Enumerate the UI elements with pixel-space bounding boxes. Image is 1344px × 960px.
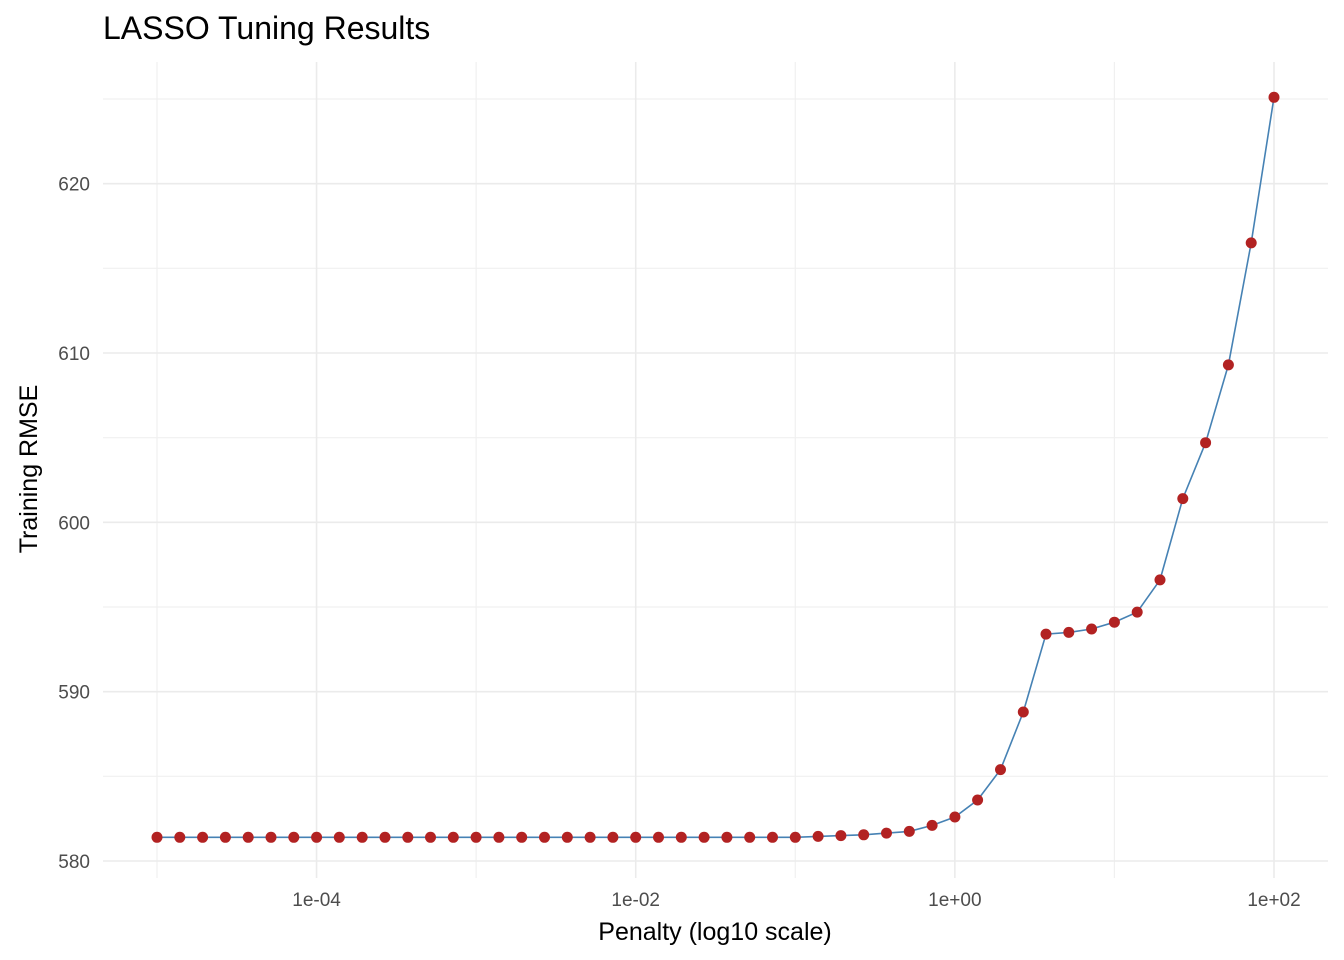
- data-point: [516, 831, 528, 843]
- data-point: [311, 831, 323, 843]
- x-tick-label: 1e-02: [611, 890, 660, 911]
- data-point: [1040, 628, 1052, 640]
- data-point: [858, 829, 870, 841]
- series-points-group: [151, 91, 1280, 843]
- x-tick-label: 1e+02: [1247, 890, 1300, 911]
- data-point: [698, 831, 710, 843]
- data-point: [1017, 706, 1029, 718]
- minor-gridlines: [103, 62, 1328, 878]
- data-point: [242, 831, 254, 843]
- y-tick-label: 620: [58, 175, 90, 196]
- data-point: [881, 827, 892, 839]
- chart-title: LASSO Tuning Results: [103, 10, 431, 46]
- data-point: [1131, 606, 1143, 618]
- data-point: [1086, 623, 1098, 635]
- data-point: [151, 831, 163, 843]
- data-point: [539, 831, 550, 843]
- data-point: [949, 811, 961, 823]
- y-tick-label: 580: [58, 852, 90, 873]
- data-point: [835, 830, 847, 842]
- data-point: [767, 831, 778, 843]
- major-gridlines: [103, 62, 1328, 878]
- data-point: [744, 831, 756, 843]
- data-point: [812, 830, 824, 842]
- y-tick-label: 610: [58, 344, 90, 365]
- x-tick-label: 1e-04: [292, 890, 341, 911]
- data-point: [425, 831, 436, 843]
- data-point: [995, 764, 1006, 776]
- data-point: [1177, 493, 1189, 505]
- data-point: [561, 831, 573, 843]
- data-point: [675, 831, 687, 843]
- series-line: [157, 97, 1275, 839]
- x-tick-labels: 1e-04 1e-02 1e+00 1e+02: [292, 890, 1300, 911]
- data-point: [630, 831, 642, 843]
- data-point: [356, 831, 368, 843]
- data-point: [493, 831, 505, 843]
- data-point: [219, 831, 231, 843]
- data-point: [721, 831, 733, 843]
- data-point: [789, 831, 801, 843]
- data-point: [379, 831, 391, 843]
- data-point: [903, 825, 915, 837]
- data-point: [197, 831, 209, 843]
- data-point: [1063, 626, 1075, 638]
- data-point: [333, 831, 345, 843]
- data-point: [174, 831, 186, 843]
- data-point: [1245, 237, 1257, 249]
- data-point: [926, 819, 938, 831]
- series-line-group: [157, 97, 1275, 839]
- y-axis-title: Training RMSE: [15, 385, 43, 554]
- y-tick-labels: 580 590 600 610 620: [58, 175, 90, 873]
- data-point: [607, 831, 619, 843]
- data-point: [972, 794, 984, 806]
- data-point: [1108, 616, 1120, 628]
- x-axis-title: Penalty (log10 scale): [598, 918, 831, 946]
- data-point: [288, 831, 300, 843]
- data-point: [1154, 574, 1166, 586]
- data-point: [447, 831, 459, 843]
- y-tick-label: 600: [58, 513, 90, 534]
- x-tick-label: 1e+00: [928, 890, 981, 911]
- data-point: [1222, 359, 1234, 371]
- data-point: [402, 831, 414, 843]
- data-point: [584, 831, 596, 843]
- data-point: [653, 831, 664, 843]
- y-tick-label: 590: [58, 683, 90, 704]
- data-point: [1268, 91, 1280, 103]
- data-point: [1200, 437, 1212, 449]
- data-point: [265, 831, 277, 843]
- data-point: [470, 831, 482, 843]
